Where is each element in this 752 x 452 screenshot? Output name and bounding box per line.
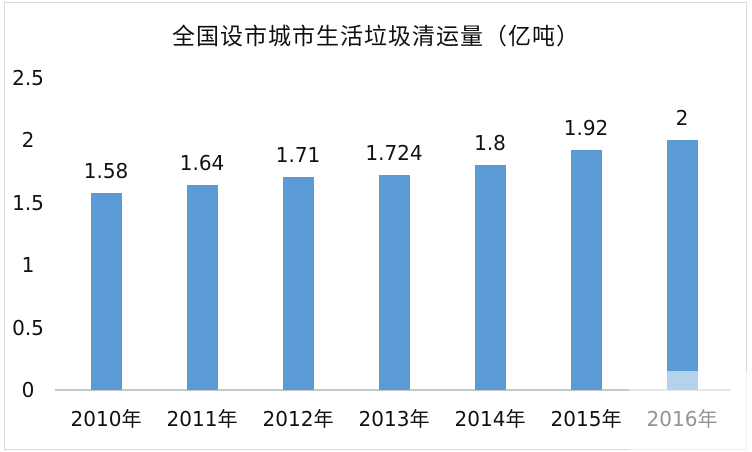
watermark-overlay <box>629 371 752 452</box>
chart-title: 全国设市城市生活垃圾清运量（亿吨） <box>172 24 580 50</box>
bar-0 <box>90 193 122 390</box>
y-tick-label-0: 0 <box>21 378 35 402</box>
x-tick-label-4: 2014年 <box>454 407 526 431</box>
bar-value-label-2: 1.71 <box>275 143 321 167</box>
bar-value-label-3: 1.724 <box>365 141 423 165</box>
bar-2 <box>282 177 314 390</box>
bar-5 <box>570 150 602 390</box>
x-tick-label-0: 2010年 <box>70 407 142 431</box>
bar-value-label-0: 1.58 <box>83 159 129 183</box>
bar-1 <box>186 185 218 390</box>
x-tick-label-5: 2015年 <box>550 407 622 431</box>
bar-4 <box>474 165 506 390</box>
bar-value-label-5: 1.92 <box>563 116 609 140</box>
bar-6 <box>666 140 698 390</box>
x-tick-label-2: 2012年 <box>262 407 334 431</box>
bar-3 <box>378 175 410 390</box>
x-tick-label-3: 2013年 <box>358 407 430 431</box>
x-axis-line <box>55 389 731 391</box>
y-tick-label-3: 1.5 <box>12 190 44 215</box>
y-tick-label-1: 0.5 <box>12 315 44 340</box>
y-tick-label-2: 1 <box>21 253 35 278</box>
bar-value-label-4: 1.8 <box>474 131 506 155</box>
y-tick-label-4: 2 <box>21 128 35 153</box>
y-tick-label-5: 2.5 <box>12 66 44 90</box>
bar-value-label-6: 2 <box>675 106 689 130</box>
x-tick-label-1: 2011年 <box>166 407 238 431</box>
bar-value-label-1: 1.64 <box>179 151 225 175</box>
